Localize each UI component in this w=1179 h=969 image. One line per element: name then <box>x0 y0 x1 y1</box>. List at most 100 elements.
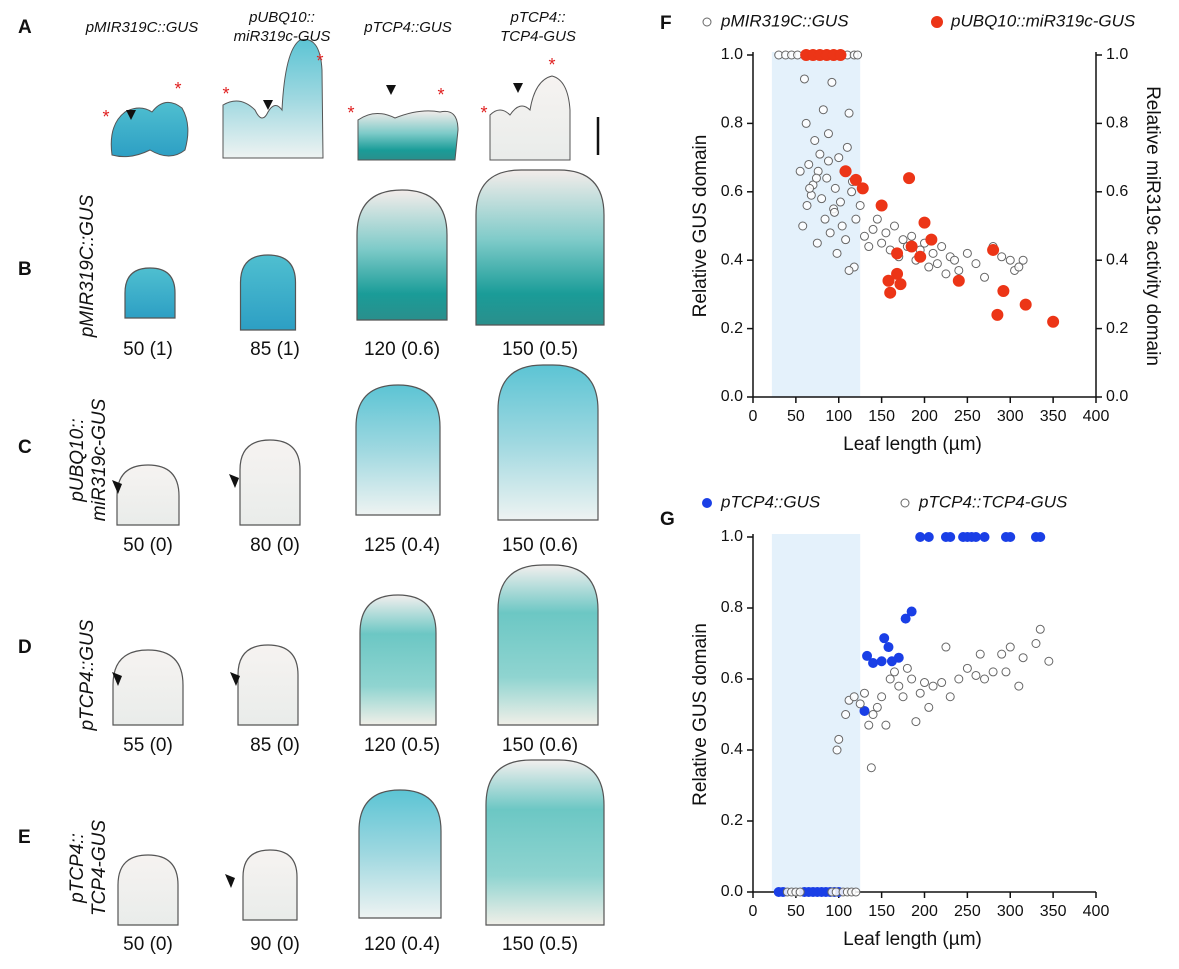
data-point <box>859 705 870 716</box>
asterisk: * <box>222 84 229 104</box>
leaf-image <box>117 854 179 926</box>
data-point <box>911 717 921 727</box>
data-point <box>915 688 925 698</box>
column-header: TCP4-GUS <box>500 28 576 45</box>
data-point <box>879 633 890 644</box>
y-axis-label: Relative GUS domain <box>690 135 711 318</box>
data-point <box>903 172 916 185</box>
data-point <box>841 235 851 245</box>
data-point <box>952 274 965 287</box>
data-point <box>914 250 927 263</box>
y-tick-label: 0.0 <box>721 388 743 405</box>
column-header: pMIR319C::GUS <box>85 19 199 36</box>
data-point <box>812 238 822 248</box>
data-point <box>945 692 955 702</box>
data-point <box>877 238 887 248</box>
caption: 50 (0) <box>123 535 173 556</box>
data-point <box>864 242 874 252</box>
data-point <box>928 248 938 258</box>
data-point <box>893 652 904 663</box>
caption: 120 (0.5) <box>364 735 440 756</box>
data-point <box>1044 656 1054 666</box>
data-point <box>962 248 972 258</box>
data-point <box>799 74 809 84</box>
data-point <box>864 720 874 730</box>
arrowhead <box>513 83 523 93</box>
leaf-image <box>112 649 184 726</box>
data-point <box>834 153 844 163</box>
data-point <box>883 642 894 653</box>
leaf-image <box>237 644 299 726</box>
x-tick-label: 250 <box>954 903 981 920</box>
panel-label: D <box>18 637 32 658</box>
data-point <box>991 308 1004 321</box>
y2-tick-label: 0.4 <box>1106 251 1128 268</box>
y-tick-label: 0.4 <box>721 741 743 758</box>
caption: 90 (0) <box>250 934 300 955</box>
leaf-image <box>358 789 442 919</box>
x-tick-label: 250 <box>954 408 981 425</box>
data-point <box>849 692 859 702</box>
data-point <box>979 532 990 542</box>
x-tick-label: 50 <box>787 903 805 920</box>
meristem-image <box>110 101 189 158</box>
data-point <box>937 678 947 688</box>
data-point <box>835 197 845 207</box>
x-axis-label: Leaf length (µm) <box>843 434 982 455</box>
data-point <box>906 606 917 617</box>
y-tick-label: 0.4 <box>721 251 743 268</box>
data-point <box>1018 653 1028 663</box>
data-point <box>997 252 1007 262</box>
data-point <box>924 262 934 272</box>
leaf-image <box>485 759 605 926</box>
data-point <box>932 259 942 269</box>
data-point <box>811 173 821 183</box>
data-point <box>841 710 851 719</box>
panel-label: B <box>18 259 32 280</box>
x-tick-label: 150 <box>868 408 895 425</box>
data-point <box>881 228 891 238</box>
data-point <box>877 692 887 702</box>
y-tick-label: 0.6 <box>721 670 743 687</box>
data-point <box>889 667 899 677</box>
data-point <box>856 182 869 195</box>
caption: 150 (0.6) <box>502 735 578 756</box>
data-point <box>868 658 879 669</box>
column-header: pTCP4:: <box>509 9 565 26</box>
leaf-image <box>356 189 448 321</box>
x-tick-label: 400 <box>1083 408 1110 425</box>
data-point <box>997 649 1007 659</box>
data-point <box>853 50 863 60</box>
y2-tick-label: 0.8 <box>1106 115 1128 132</box>
data-point <box>907 674 917 684</box>
y-tick-label: 0.8 <box>721 599 743 616</box>
x-tick-label: 50 <box>787 408 805 425</box>
y-tick-label: 1.0 <box>721 528 743 545</box>
panel-label: F <box>660 13 672 34</box>
row-label: miR319c-GUS <box>89 398 110 521</box>
data-point <box>830 183 840 193</box>
data-point <box>954 674 964 684</box>
data-point <box>918 216 931 229</box>
y-tick-label: 1.0 <box>721 46 743 63</box>
data-point <box>902 663 912 673</box>
data-point <box>868 224 878 234</box>
caption: 80 (0) <box>250 535 300 556</box>
data-point <box>795 887 805 897</box>
data-point <box>827 77 837 87</box>
data-point <box>839 165 852 178</box>
arrowhead <box>386 85 396 95</box>
caption: 150 (0.5) <box>502 339 578 360</box>
leaf-image <box>242 849 298 921</box>
arrowhead <box>126 110 136 120</box>
data-point <box>1031 639 1041 648</box>
panel-label: A <box>18 17 32 38</box>
data-point <box>820 214 830 224</box>
data-point <box>1014 262 1024 272</box>
highlight-band <box>771 52 861 397</box>
data-point <box>924 702 934 712</box>
arrowhead <box>230 672 240 686</box>
caption: 125 (0.4) <box>364 535 440 556</box>
data-point <box>872 702 882 712</box>
legend-label: pTCP4::GUS <box>720 492 821 511</box>
